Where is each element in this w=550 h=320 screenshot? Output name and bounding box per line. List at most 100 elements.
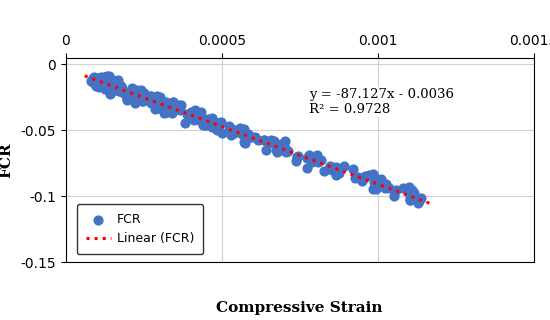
FCR <box>102 79 111 84</box>
FCR <box>93 76 102 81</box>
FCR <box>119 90 128 95</box>
Linear (FCR) <box>399 191 406 195</box>
FCR <box>90 75 99 80</box>
FCR <box>224 130 233 135</box>
FCR <box>317 158 326 163</box>
FCR <box>206 116 214 122</box>
FCR <box>132 87 141 92</box>
FCR <box>406 194 415 199</box>
FCR <box>276 148 284 153</box>
FCR <box>108 78 117 83</box>
FCR <box>371 179 380 184</box>
FCR <box>111 82 120 87</box>
FCR <box>293 154 301 159</box>
FCR <box>270 138 278 143</box>
FCR <box>210 120 219 125</box>
FCR <box>140 90 149 95</box>
FCR <box>217 131 226 136</box>
Y-axis label: FCR: FCR <box>0 142 14 178</box>
FCR <box>293 154 302 159</box>
FCR <box>372 187 381 192</box>
FCR <box>211 119 219 124</box>
FCR <box>273 144 282 149</box>
FCR <box>163 107 172 112</box>
FCR <box>155 103 163 108</box>
FCR <box>414 200 422 205</box>
FCR <box>415 199 424 204</box>
FCR <box>226 127 234 132</box>
FCR <box>168 110 177 116</box>
FCR <box>104 74 113 79</box>
FCR <box>148 95 157 100</box>
FCR <box>302 156 311 161</box>
FCR <box>186 113 195 118</box>
FCR <box>162 101 170 107</box>
FCR <box>100 84 109 89</box>
FCR <box>167 104 175 109</box>
Legend: FCR, Linear (FCR): FCR, Linear (FCR) <box>77 204 203 254</box>
FCR <box>399 185 408 190</box>
FCR <box>121 91 130 96</box>
FCR <box>326 164 334 169</box>
FCR <box>340 164 349 169</box>
FCR <box>124 96 133 101</box>
FCR <box>88 80 97 85</box>
FCR <box>350 176 359 181</box>
FCR <box>95 84 103 90</box>
FCR <box>243 134 251 140</box>
FCR <box>245 135 254 140</box>
FCR <box>112 82 121 87</box>
FCR <box>118 85 127 90</box>
FCR <box>307 160 316 165</box>
FCR <box>144 97 153 102</box>
FCR <box>96 78 104 84</box>
FCR <box>151 107 160 112</box>
FCR <box>162 102 170 108</box>
FCR <box>329 165 338 171</box>
FCR <box>154 97 163 102</box>
FCR <box>163 109 172 114</box>
FCR <box>198 123 207 128</box>
FCR <box>89 75 97 80</box>
FCR <box>89 80 98 85</box>
FCR <box>164 104 173 109</box>
FCR <box>354 174 363 179</box>
FCR <box>180 121 189 126</box>
FCR <box>183 111 192 116</box>
FCR <box>237 132 246 137</box>
FCR <box>411 195 420 200</box>
FCR <box>130 100 139 106</box>
FCR <box>175 108 184 113</box>
FCR <box>370 183 379 188</box>
FCR <box>373 177 382 182</box>
FCR <box>197 109 206 114</box>
FCR <box>202 123 211 128</box>
FCR <box>134 93 142 98</box>
FCR <box>161 100 170 105</box>
FCR <box>133 92 141 97</box>
FCR <box>168 100 177 105</box>
FCR <box>391 187 400 192</box>
FCR <box>273 149 282 154</box>
FCR <box>371 181 380 186</box>
FCR <box>349 166 358 172</box>
FCR <box>281 146 290 151</box>
FCR <box>165 103 174 108</box>
FCR <box>106 91 114 96</box>
FCR <box>327 167 336 172</box>
FCR <box>175 103 184 108</box>
FCR <box>235 125 244 131</box>
FCR <box>128 85 137 90</box>
FCR <box>112 84 121 89</box>
FCR <box>150 96 159 101</box>
FCR <box>196 118 205 124</box>
FCR <box>358 178 366 183</box>
FCR <box>92 76 101 81</box>
FCR <box>277 141 285 147</box>
FCR <box>97 79 106 84</box>
FCR <box>206 118 214 123</box>
FCR <box>201 123 210 128</box>
FCR <box>102 73 111 78</box>
FCR <box>130 87 139 92</box>
FCR <box>229 131 238 136</box>
